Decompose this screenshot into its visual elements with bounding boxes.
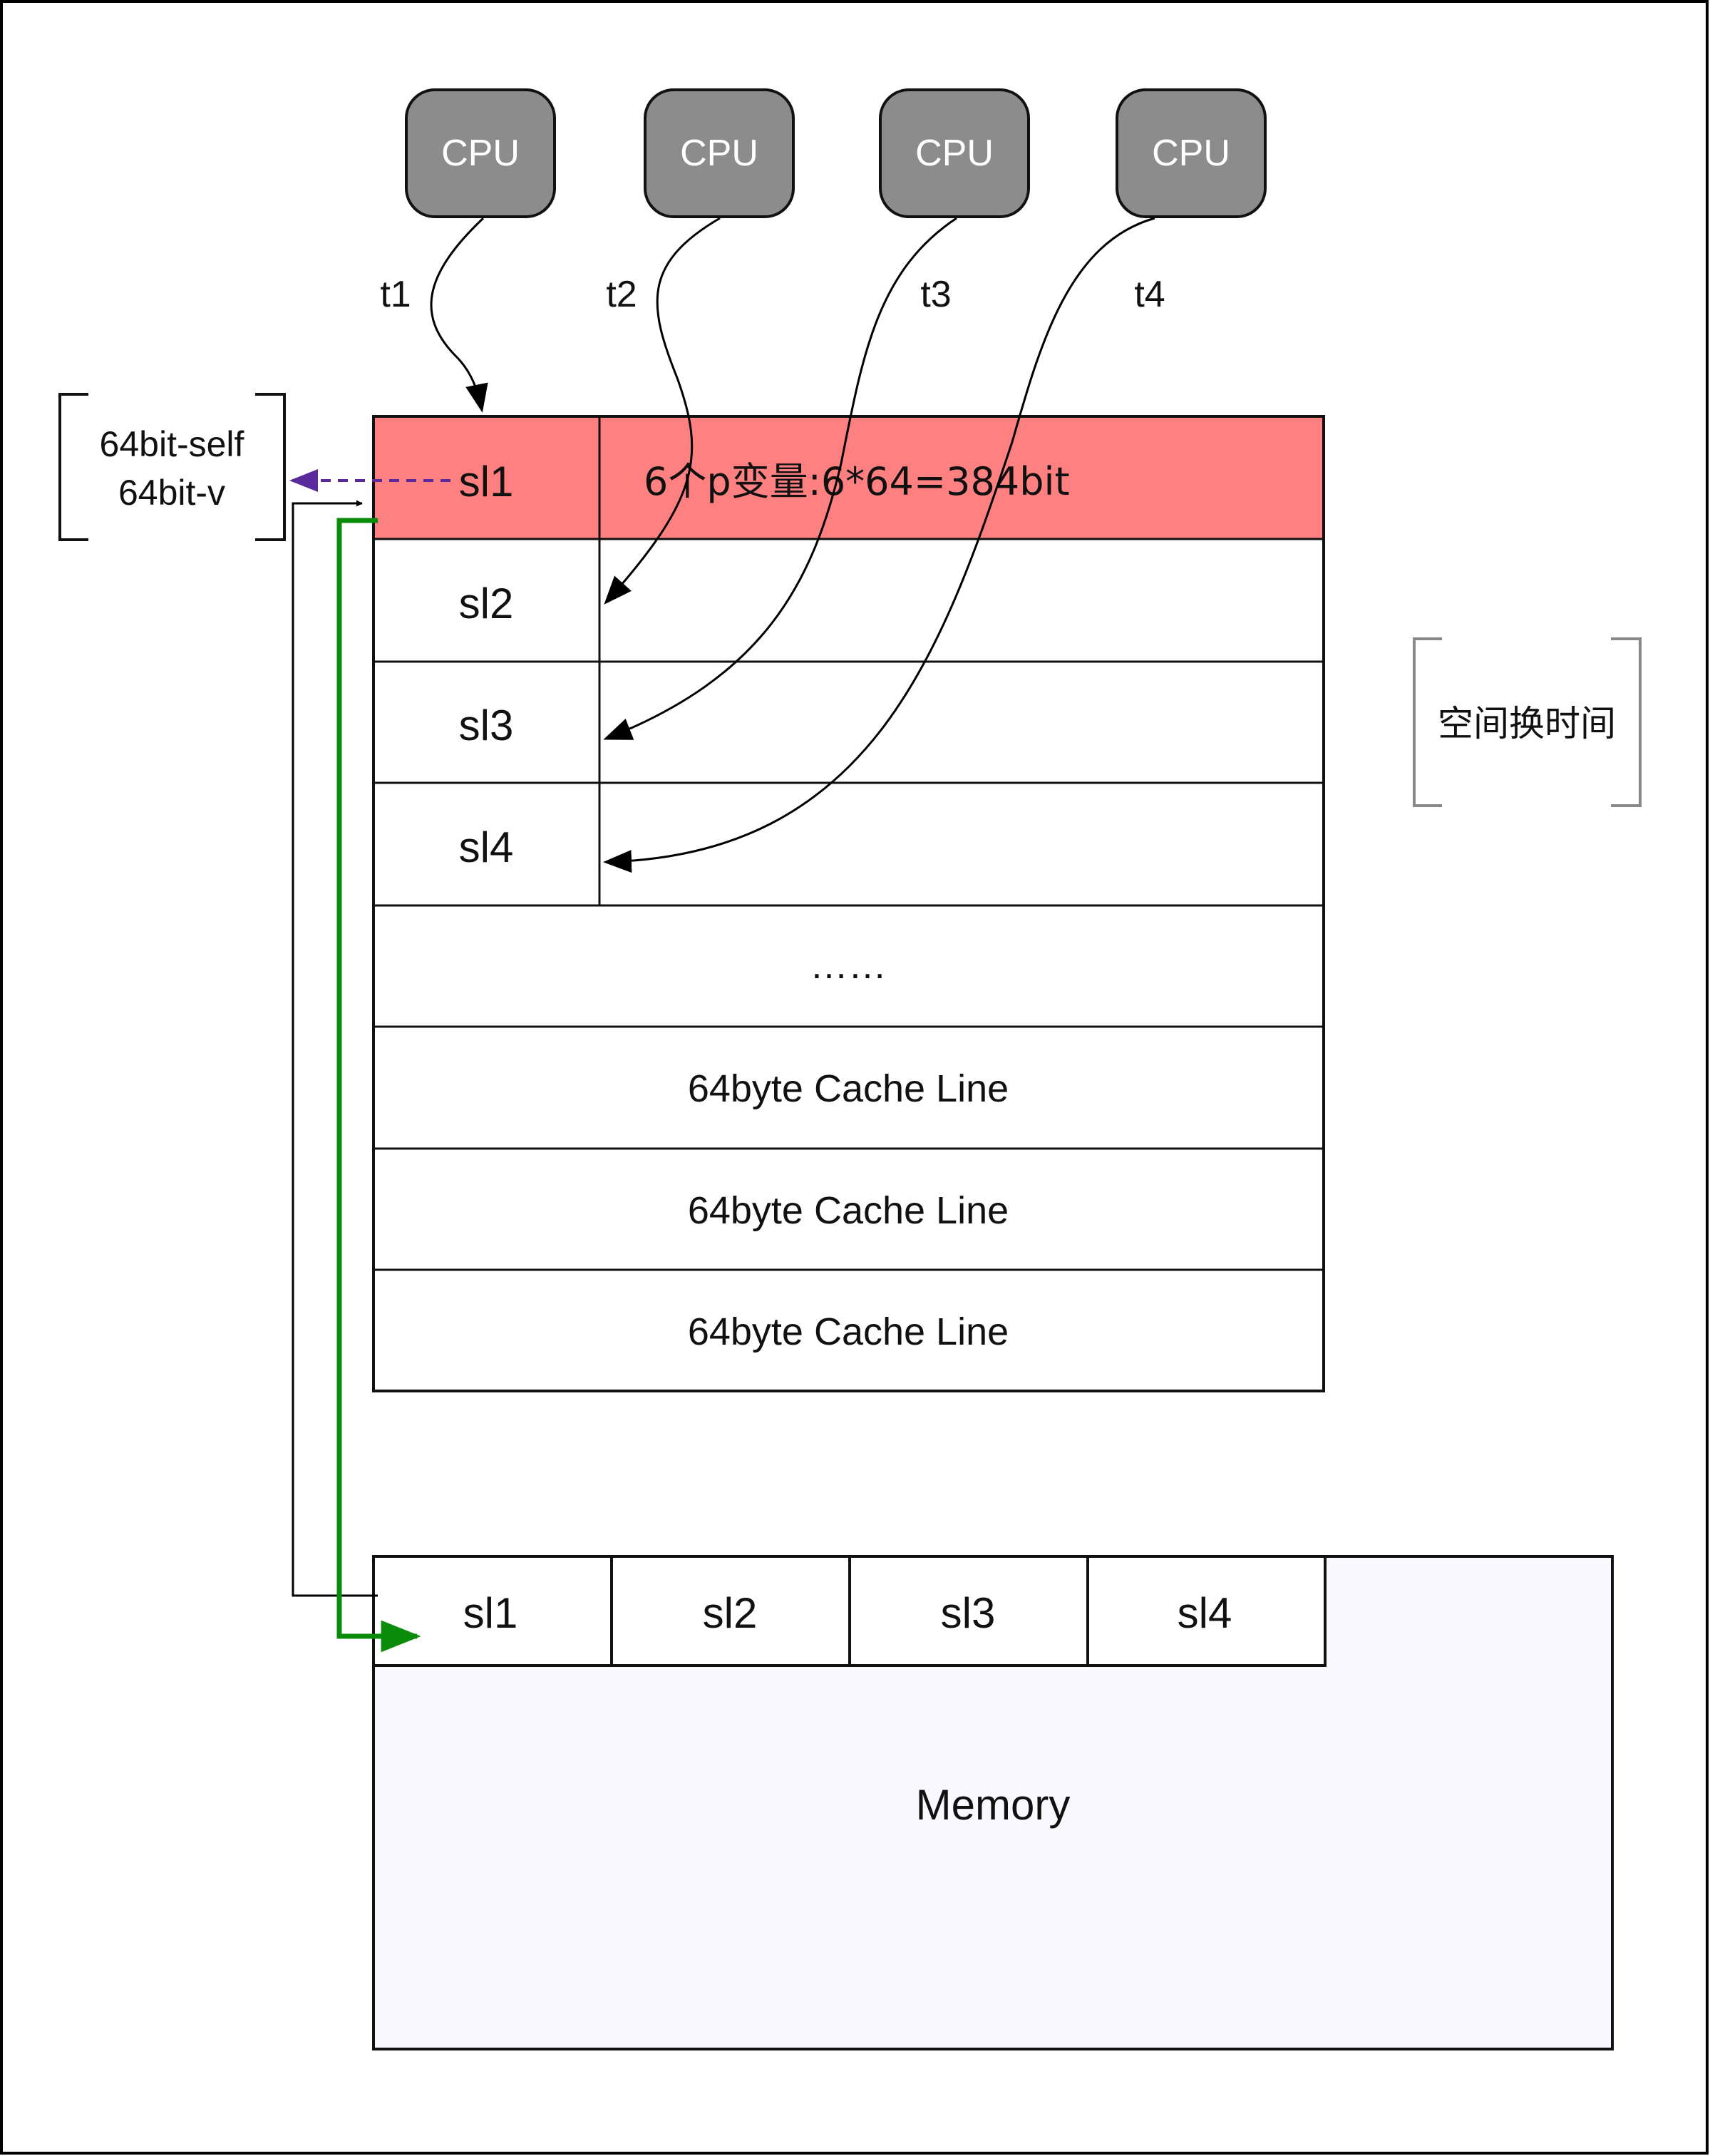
thread-t4-label: t4	[1134, 274, 1165, 315]
thread-t1-arrow	[430, 217, 488, 413]
memory-slot-sl2: sl2	[703, 1589, 758, 1637]
cpu-4-label: CPU	[1152, 133, 1230, 174]
cache-line-1: 64byte Cache Line	[688, 1067, 1009, 1110]
thread-t1-label: t1	[380, 274, 411, 315]
cache-outline	[372, 415, 1325, 1392]
cache-highlight-row	[374, 416, 1324, 539]
cache-table: sl1 sl2 sl3 sl4 6个p变量:6*64=384bit …… 64b…	[372, 415, 1325, 1392]
cpu-2: CPU	[644, 88, 795, 218]
cache-slot-sl3: sl3	[459, 702, 514, 749]
side-note-line2: 64bit-v	[118, 473, 225, 513]
memory-slot-sl1: sl1	[463, 1589, 518, 1637]
cpu-1: CPU	[405, 88, 556, 218]
cpu-4: CPU	[1116, 88, 1267, 218]
cache-line-2: 64byte Cache Line	[688, 1189, 1009, 1232]
cache-slot-sl1: sl1	[459, 458, 514, 505]
thread-t3-arrow	[603, 217, 957, 740]
cache-slot-sl2: sl2	[459, 580, 514, 627]
thread-t2-label: t2	[606, 274, 637, 315]
cache-header-text: 6个p变量:6*64=384bit	[644, 459, 1070, 504]
memory-slot-sl3: sl3	[941, 1589, 996, 1637]
side-note: 64bit-self 64bit-v	[58, 393, 286, 541]
memory-block: sl1 sl2 sl3 sl4 Memory	[372, 1555, 1614, 2050]
thread-t4-arrow	[603, 217, 1155, 873]
cache-line-3: 64byte Cache Line	[688, 1310, 1009, 1353]
cpu-3-label: CPU	[915, 133, 994, 174]
cpu-2-label: CPU	[680, 133, 758, 174]
thread-t3-label: t3	[920, 274, 951, 315]
thread-t2-arrow	[604, 217, 721, 605]
cache-slot-sl4: sl4	[459, 823, 514, 871]
cpu-3: CPU	[879, 88, 1030, 218]
memory-slot-sl4: sl4	[1178, 1589, 1232, 1637]
memory-label: Memory	[916, 1781, 1071, 1829]
tradeoff-note-text: 空间换时间	[1438, 703, 1616, 744]
cpu-1-label: CPU	[441, 133, 520, 174]
tradeoff-note: 空间换时间	[1413, 637, 1642, 807]
memory-to-cache-path	[292, 500, 378, 1597]
side-note-line1: 64bit-self	[100, 424, 244, 464]
cache-ellipsis: ……	[810, 944, 887, 987]
cache-to-memory-path	[336, 518, 421, 1653]
cpu-group: CPU CPU CPU CPU	[405, 88, 1267, 218]
